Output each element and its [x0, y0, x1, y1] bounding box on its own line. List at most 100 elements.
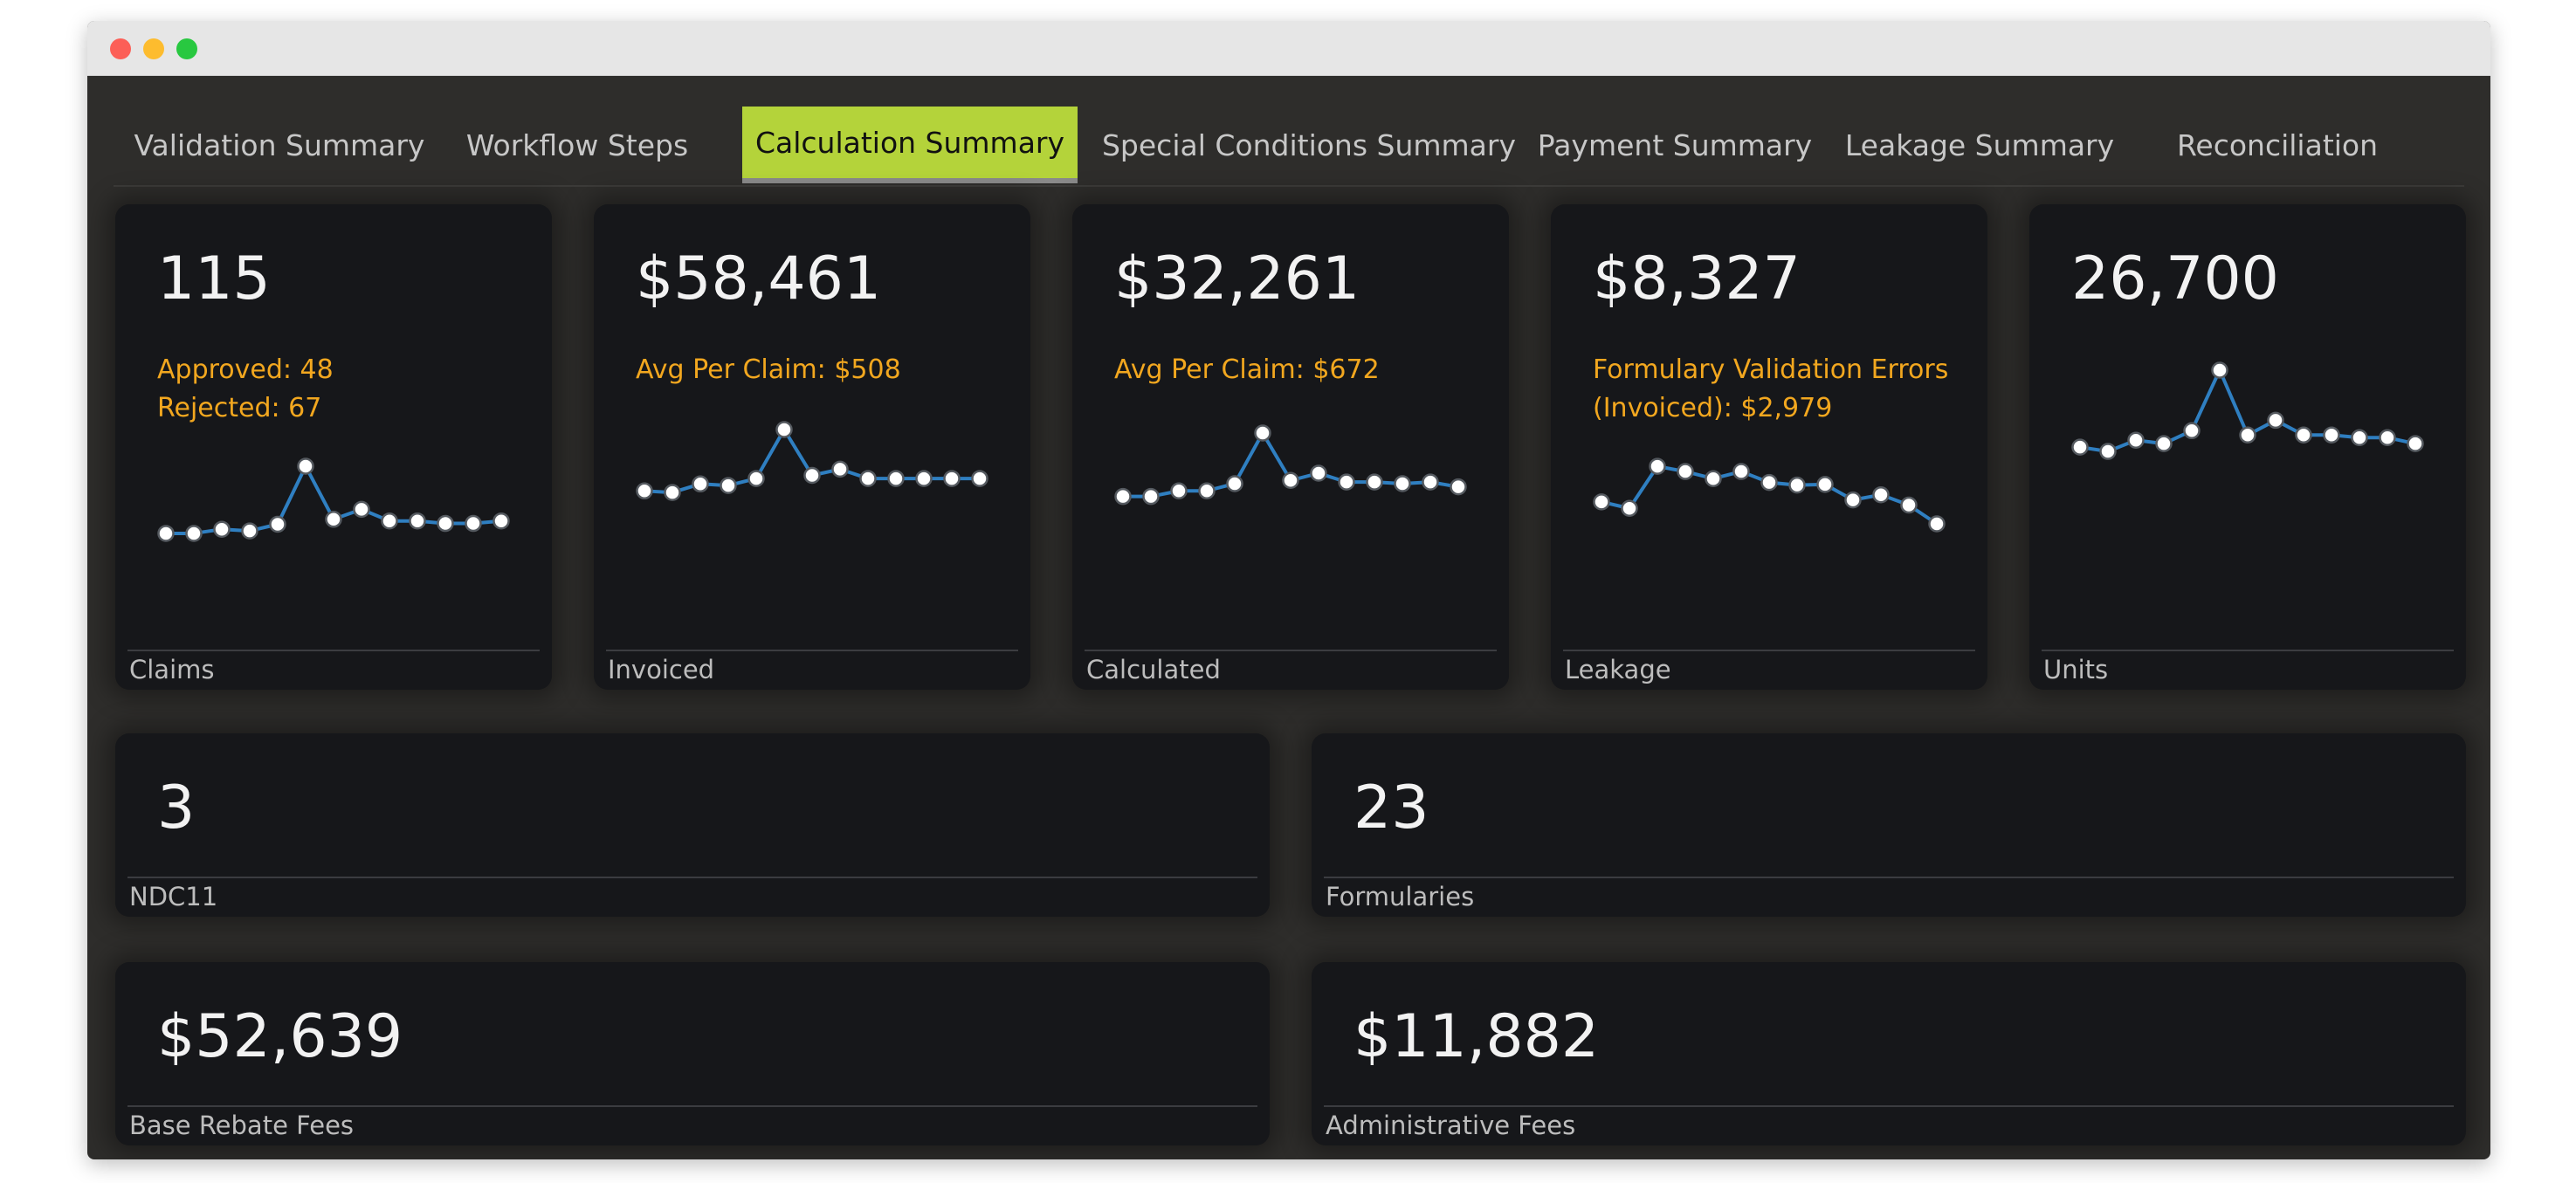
sparkline-point — [2267, 411, 2284, 430]
invoiced-card: $58,461 Avg Per Claim: $508 Invoiced — [594, 204, 1030, 690]
sparkline-point — [2211, 361, 2228, 379]
sparkline-point — [2239, 426, 2256, 444]
sparkline-point — [1928, 515, 1946, 533]
sparkline-point — [2323, 426, 2340, 444]
sparkline-point — [1705, 470, 1722, 487]
sparkline-point — [381, 512, 398, 530]
sparkline-point — [1621, 499, 1638, 517]
base-rebate-fees-label: Base Rebate Fees — [129, 1111, 355, 1140]
sparkline-point — [1900, 496, 1918, 514]
sparkline-point — [664, 484, 681, 501]
sparkline-point — [1198, 482, 1216, 499]
units-card: 26,700 Units — [2029, 204, 2466, 690]
sparkline-point — [803, 466, 821, 485]
sparkline-point — [1142, 487, 1160, 506]
minimize-window-icon[interactable] — [143, 38, 164, 59]
administrative-fees-label: Administrative Fees — [1326, 1111, 1576, 1140]
sparkline-point — [2295, 426, 2312, 444]
ndc11-card: 3 NDC11 — [115, 733, 1270, 917]
base-rebate-fees-label-bar: Base Rebate Fees — [127, 1105, 1257, 1145]
sparkline-point — [1226, 475, 1243, 492]
app-window: Validation Summary Workflow Steps Calcul… — [87, 21, 2490, 1159]
close-window-icon[interactable] — [110, 38, 131, 59]
tab-leakage-summary[interactable]: Leakage Summary — [1844, 127, 2115, 162]
sparkline-point — [1422, 473, 1439, 491]
sparkline-point — [1338, 473, 1355, 491]
sparkline-point — [241, 522, 258, 540]
calculated-sparkline — [1114, 424, 1467, 506]
formularies-card: 23 Formularies — [1312, 733, 2466, 917]
sparkline-point — [2071, 438, 2089, 456]
tab-reconciliation[interactable]: Reconciliation — [2176, 127, 2379, 162]
invoiced-breakdown: Avg Per Claim: $508 — [636, 351, 901, 389]
sparkline-point — [492, 512, 510, 530]
calculated-avg-per-claim: Avg Per Claim: $672 — [1114, 354, 1380, 385]
sparkline-point — [1732, 463, 1750, 480]
calculated-label: Calculated — [1086, 655, 1221, 684]
ndc11-label: NDC11 — [129, 882, 218, 911]
calculated-value: $32,261 — [1114, 244, 1360, 313]
leakage-sparkline — [1593, 457, 1946, 533]
tab-calculation-summary[interactable]: Calculation Summary — [742, 107, 1078, 183]
window-titlebar — [87, 21, 2490, 76]
sparkline-point — [1677, 463, 1694, 480]
calculated-label-bar: Calculated — [1085, 650, 1497, 690]
calculated-card: $32,261 Avg Per Claim: $672 Calculated — [1072, 204, 1509, 690]
tab-special-conditions-summary[interactable]: Special Conditions Summary — [1101, 127, 1517, 162]
sparkline-point — [2379, 429, 2396, 446]
sparkline-point — [297, 457, 314, 475]
sparkline-point — [1366, 473, 1383, 491]
claims-breakdown: Approved: 48 Rejected: 67 — [157, 351, 334, 428]
sparkline-point — [1170, 482, 1188, 499]
units-label: Units — [2043, 655, 2109, 684]
sparkline-point — [213, 520, 231, 538]
sparkline-point — [2127, 431, 2145, 449]
sparkline-point — [1816, 476, 1834, 493]
sparkline-point — [185, 525, 203, 542]
leakage-label-bar: Leakage — [1563, 650, 1975, 690]
sparkline-point — [2099, 443, 2117, 460]
sparkline-point — [636, 482, 653, 500]
sparkline-point — [409, 512, 426, 530]
leakage-card: $8,327 Formulary Validation Errors (Invo… — [1551, 204, 1987, 690]
sparkline-point — [1450, 478, 1467, 496]
sparkline-point — [325, 511, 342, 528]
units-sparkline — [2071, 361, 2424, 460]
claims-value: 115 — [157, 244, 271, 313]
ndc11-value: 3 — [157, 774, 196, 843]
sparkline-point — [887, 470, 905, 487]
administrative-fees-label-bar: Administrative Fees — [1324, 1105, 2454, 1145]
sparkline-point — [1844, 491, 1862, 509]
ndc11-label-bar: NDC11 — [127, 877, 1257, 917]
tab-validation-summary[interactable]: Validation Summary — [134, 127, 425, 162]
formularies-label: Formularies — [1326, 882, 1475, 911]
sparkline-point — [1114, 487, 1132, 506]
sparkline-point — [1788, 476, 1806, 494]
claims-label: Claims — [129, 655, 215, 684]
invoiced-label-bar: Invoiced — [606, 650, 1018, 690]
sparkline-point — [775, 421, 793, 438]
sparkline-point — [2407, 435, 2424, 452]
units-value: 26,700 — [2071, 244, 2279, 313]
sparkline-point — [692, 475, 709, 493]
maximize-window-icon[interactable] — [176, 38, 197, 59]
sparkline-point — [353, 500, 370, 519]
rejected-count: Rejected: 67 — [157, 393, 322, 423]
tab-bar: Validation Summary Workflow Steps Calcul… — [114, 75, 2464, 187]
base-rebate-fees-value: $52,639 — [157, 1002, 403, 1071]
invoiced-avg-per-claim: Avg Per Claim: $508 — [636, 354, 901, 385]
formulary-errors-line-1: Formulary Validation Errors — [1593, 354, 1949, 385]
sparkline-point — [2351, 429, 2368, 446]
units-label-bar: Units — [2042, 650, 2454, 690]
sparkline-point — [157, 525, 175, 542]
sparkline-point — [437, 514, 454, 533]
sparkline-point — [2183, 422, 2201, 440]
invoiced-value: $58,461 — [636, 244, 882, 313]
sparkline-point — [859, 470, 877, 487]
leakage-value: $8,327 — [1593, 244, 1801, 313]
tab-workflow-steps[interactable]: Workflow Steps — [465, 127, 689, 162]
sparkline-point — [1394, 475, 1411, 492]
sparkline-point — [1282, 471, 1299, 490]
tab-payment-summary[interactable]: Payment Summary — [1537, 127, 1813, 162]
sparkline-point — [1593, 493, 1610, 511]
